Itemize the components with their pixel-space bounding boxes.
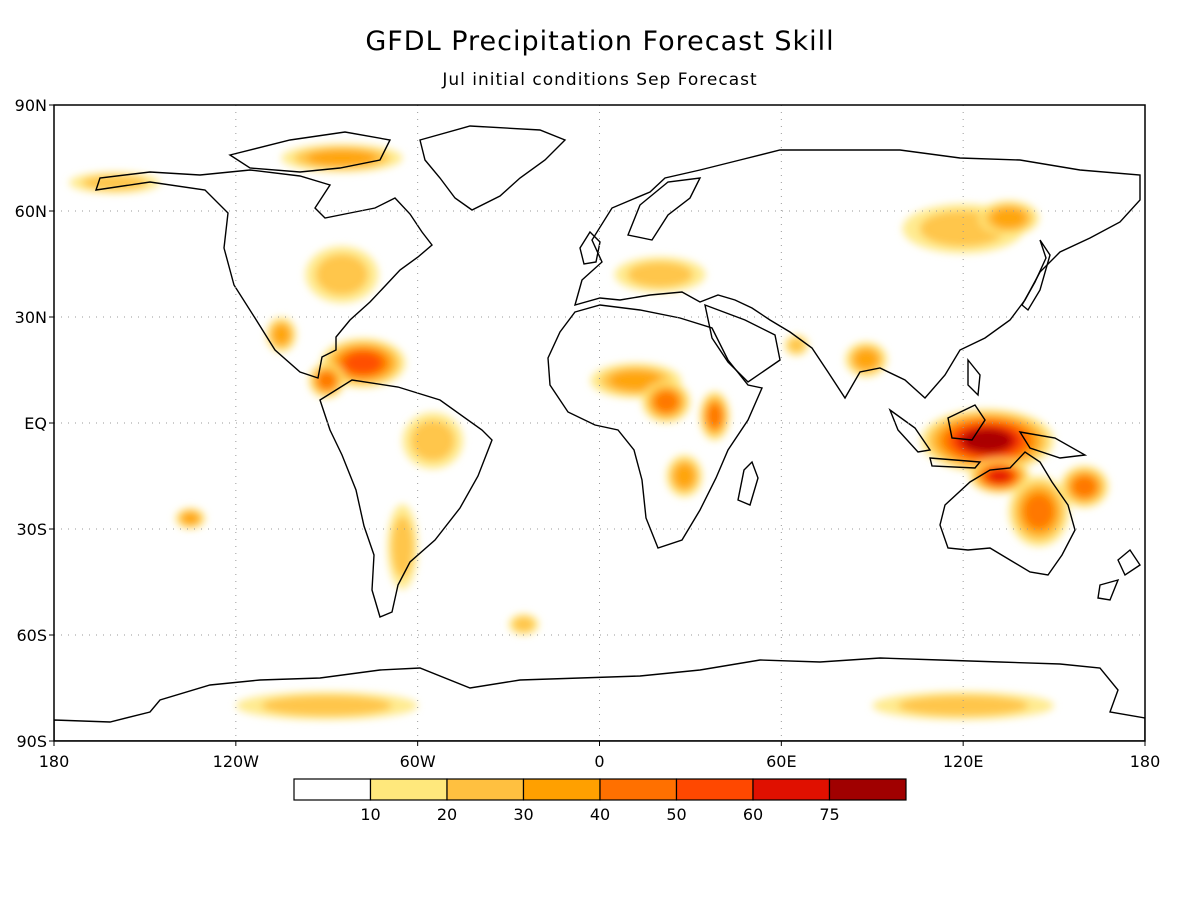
lat-tick-label: 60N bbox=[15, 202, 47, 221]
coastline-java bbox=[929, 457, 982, 469]
colorbar-swatch bbox=[369, 778, 448, 801]
lon-tick-label: 120E bbox=[943, 752, 984, 771]
skill-region-south-atlantic bbox=[512, 616, 535, 632]
lat-tick-label: EQ bbox=[24, 414, 47, 433]
colorbar: 10 20 30 40 50 60 75 bbox=[293, 778, 907, 824]
lon-tick-label: 60E bbox=[766, 752, 796, 771]
skill-region-europe bbox=[627, 261, 693, 288]
coastline-scandinavia bbox=[627, 177, 702, 241]
colorbar-swatch bbox=[446, 778, 525, 801]
coastline-new-zealand-south bbox=[1097, 578, 1120, 601]
skill-region-central-africa bbox=[654, 391, 679, 413]
skill-region-south-america-south bbox=[391, 516, 414, 578]
lon-tick-label: 60W bbox=[400, 752, 436, 771]
lat-tick-label: 30N bbox=[15, 308, 47, 327]
skill-region-sahel bbox=[609, 370, 663, 391]
skill-region-maritime-continent bbox=[963, 429, 1012, 453]
latitude-axis: 90N 60N 30N EQ 30S 60S 90S bbox=[15, 96, 54, 751]
coastline-japan bbox=[1021, 239, 1051, 312]
colorbar-label: 75 bbox=[819, 805, 839, 824]
skill-region-antarctica-west bbox=[261, 695, 392, 716]
coastline-new-zealand bbox=[1117, 548, 1141, 577]
skill-region-antarctica-east bbox=[898, 695, 1029, 716]
colorbar-swatch bbox=[293, 778, 372, 801]
lat-tick-label: 60S bbox=[16, 626, 47, 645]
coastline-philippines bbox=[967, 358, 981, 397]
coastline-south-america bbox=[319, 379, 493, 618]
coastline-new-guinea bbox=[1018, 431, 1088, 459]
skill-region-north-australia bbox=[987, 469, 1012, 483]
colorbar-label: 20 bbox=[437, 805, 457, 824]
skill-region-east-australia bbox=[1024, 494, 1054, 529]
longitude-axis: 180 120W 60W 0 60E 120E 180 bbox=[39, 741, 1161, 771]
lon-tick-label: 0 bbox=[594, 752, 604, 771]
coastline-australia bbox=[939, 451, 1076, 576]
skill-region-india-bay bbox=[853, 349, 879, 370]
skill-region-central-america bbox=[317, 371, 336, 390]
graticule bbox=[54, 105, 1145, 741]
lat-tick-label: 90N bbox=[15, 96, 47, 115]
coastline-arctic-islands bbox=[228, 131, 392, 173]
skill-region-canada-arctic bbox=[307, 149, 377, 167]
coastline-antarctica bbox=[54, 657, 1145, 741]
colorbar-label: 60 bbox=[743, 805, 763, 824]
coastline-madagascar bbox=[737, 460, 759, 506]
lon-tick-label: 120W bbox=[213, 752, 260, 771]
skill-region-pacific-south bbox=[181, 512, 200, 525]
coastline-africa bbox=[547, 304, 763, 549]
colorbar-label: 10 bbox=[360, 805, 380, 824]
coastlines bbox=[54, 125, 1145, 741]
skill-region-alaska bbox=[82, 175, 148, 191]
colorbar-swatch bbox=[828, 778, 907, 801]
skill-region-arabian-sea bbox=[787, 337, 806, 353]
map-title: GFDL Precipitation Forecast Skill bbox=[365, 26, 835, 57]
colorbar-label: 30 bbox=[513, 805, 533, 824]
colorbar-swatch bbox=[522, 778, 601, 801]
lat-tick-label: 30S bbox=[16, 520, 47, 539]
colorbar-swatch bbox=[599, 778, 678, 801]
colorbar-swatch bbox=[752, 778, 831, 801]
colorbar-label: 50 bbox=[666, 805, 686, 824]
coastline-eurasia bbox=[573, 149, 1141, 400]
skill-region-north-america-east bbox=[315, 254, 368, 295]
skill-region-amazon bbox=[411, 420, 455, 461]
coastline-north-america bbox=[94, 169, 433, 379]
skill-region-mexico bbox=[272, 324, 291, 345]
skill-region-east-africa bbox=[707, 403, 723, 429]
lat-tick-label: 90S bbox=[16, 732, 47, 751]
skill-region-caribbean bbox=[344, 352, 382, 374]
skill-region-east-asia bbox=[991, 207, 1027, 229]
coastline-sumatra bbox=[888, 408, 932, 453]
coastline-uk bbox=[579, 230, 601, 265]
colorbar-swatch bbox=[675, 778, 754, 801]
skill-region-southern-africa bbox=[673, 463, 695, 489]
coastline-greenland bbox=[419, 125, 567, 211]
skill-field bbox=[69, 143, 1109, 720]
coastline-borneo bbox=[947, 404, 986, 441]
lon-tick-label: 180 bbox=[1130, 752, 1161, 771]
coastline-arabia bbox=[704, 303, 781, 383]
skill-region-coral-sea bbox=[1072, 476, 1097, 497]
lon-tick-label: 180 bbox=[39, 752, 70, 771]
colorbar-label: 40 bbox=[590, 805, 610, 824]
map-subtitle: Jul initial conditions Sep Forecast bbox=[442, 70, 758, 90]
